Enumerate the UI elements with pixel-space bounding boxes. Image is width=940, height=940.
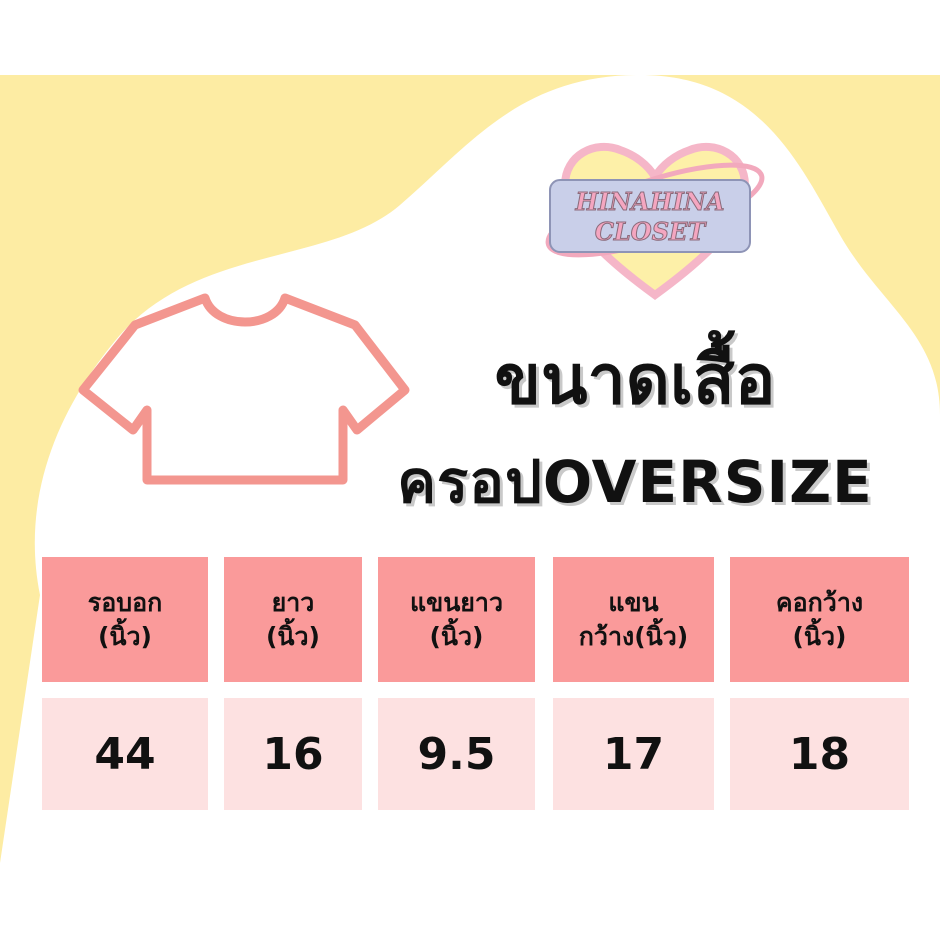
value-sleeve-length: 9.5: [378, 698, 535, 810]
header-sleeve-length: แขนยาว (นิ้ว): [378, 557, 535, 682]
header-label: แขนยาว: [409, 587, 504, 617]
header-unit: กว้าง(นิ้ว): [578, 621, 689, 651]
value-chest: 44: [42, 698, 208, 810]
value-neck-width: 18: [730, 698, 909, 810]
t-shirt-outline-icon: [78, 293, 410, 485]
title-size: ขนาดเสื้อ: [494, 341, 776, 420]
header-unit: (นิ้ว): [792, 621, 847, 651]
header-neck-width: คอกว้าง (นิ้ว): [730, 557, 909, 682]
header-label: คอกว้าง: [775, 587, 864, 617]
title-product: ครอปOVERSIZE: [397, 448, 873, 516]
header-unit: (นิ้ว): [98, 621, 152, 651]
header-label: รอบอก: [87, 587, 163, 617]
svg-text:HINAHINA: HINAHINA: [575, 187, 725, 216]
header-sleeve-width: แขนกว้าง(นิ้ว): [553, 557, 714, 682]
header-label: แขน: [608, 587, 659, 617]
header-label: ยาว: [271, 587, 315, 617]
svg-text:CLOSET: CLOSET: [595, 217, 708, 246]
value-sleeve-width: 17: [553, 698, 714, 810]
header-unit: (นิ้ว): [266, 621, 320, 651]
header-chest: รอบอก (นิ้ว): [42, 557, 208, 682]
header-length: ยาว (นิ้ว): [224, 557, 362, 682]
header-unit: (นิ้ว): [429, 621, 484, 651]
value-length: 16: [224, 698, 362, 810]
brand-logo: HINAHINA CLOSET: [545, 142, 765, 300]
